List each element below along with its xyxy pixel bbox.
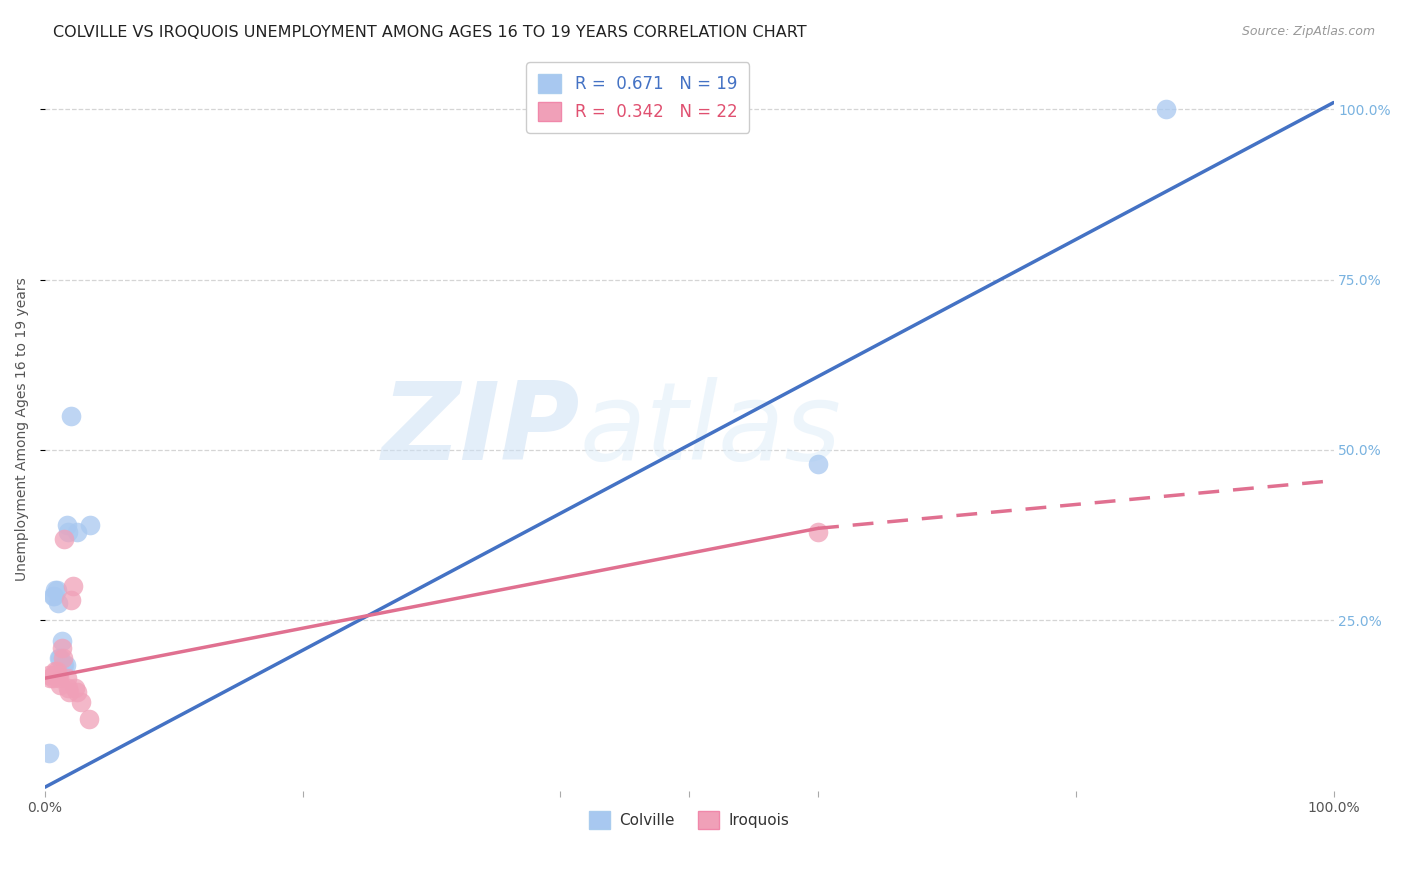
Point [58, 685, 80, 699]
Point [56, 517, 79, 532]
Point [38, 746, 60, 760]
Point [45, 582, 67, 597]
Y-axis label: Unemployment Among Ages 16 to 19 years: Unemployment Among Ages 16 to 19 years [15, 277, 30, 582]
Text: ZIP: ZIP [381, 376, 579, 483]
Point [42, 590, 65, 604]
Point [53, 532, 76, 546]
Point [1154, 103, 1177, 117]
Legend: Colville, Iroquois: Colville, Iroquois [583, 805, 796, 835]
Point [807, 457, 830, 471]
Point [77, 712, 100, 726]
Point [66, 685, 89, 699]
Point [51, 633, 73, 648]
Point [46, 667, 69, 681]
Point [41, 590, 63, 604]
Point [42, 667, 65, 681]
Point [44, 665, 66, 679]
Text: COLVILLE VS IROQUOIS UNEMPLOYMENT AMONG AGES 16 TO 19 YEARS CORRELATION CHART: COLVILLE VS IROQUOIS UNEMPLOYMENT AMONG … [53, 25, 807, 40]
Point [66, 524, 89, 539]
Point [48, 671, 70, 685]
Point [70, 695, 93, 709]
Point [41, 671, 63, 685]
Point [55, 657, 77, 672]
Point [63, 681, 86, 696]
Point [38, 667, 60, 681]
Point [44, 582, 66, 597]
Point [52, 657, 75, 672]
Point [56, 671, 79, 685]
Point [45, 665, 67, 679]
Point [56, 681, 79, 696]
Point [49, 678, 72, 692]
Text: Source: ZipAtlas.com: Source: ZipAtlas.com [1241, 25, 1375, 38]
Point [62, 579, 84, 593]
Text: atlas: atlas [579, 377, 842, 482]
Point [46, 596, 69, 610]
Point [807, 524, 830, 539]
Point [53, 657, 76, 672]
Point [52, 650, 75, 665]
Point [39, 671, 62, 685]
Point [59, 409, 82, 423]
Point [51, 640, 73, 655]
Point [56, 524, 79, 539]
Point [49, 650, 72, 665]
Point [48, 650, 70, 665]
Point [79, 517, 101, 532]
Point [59, 592, 82, 607]
